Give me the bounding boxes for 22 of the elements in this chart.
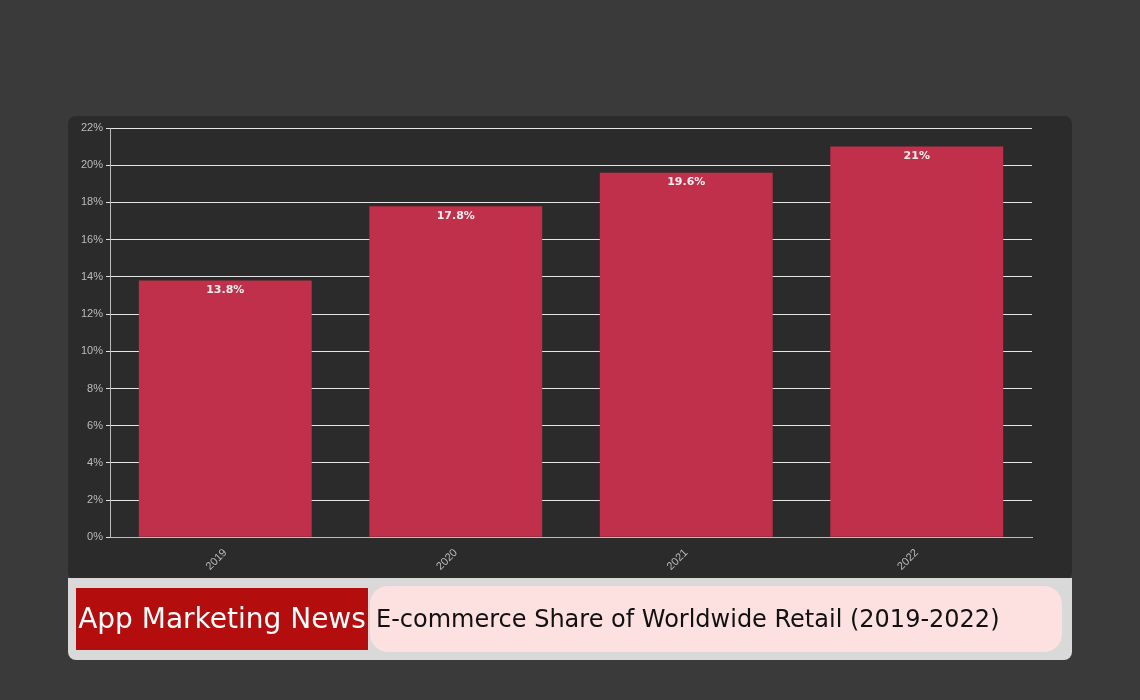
data-label: 13.8% <box>206 282 245 296</box>
y-tick-label: 12% <box>80 307 104 320</box>
y-tick-label: 10% <box>80 344 104 357</box>
data-label: 19.6% <box>667 175 706 189</box>
bar <box>138 280 312 537</box>
text: App Marketing News <box>76 588 368 650</box>
y-tick-label: 14% <box>80 269 104 282</box>
y-tick-label: 20% <box>80 158 104 171</box>
bar <box>369 206 543 537</box>
y-tick-label: 4% <box>87 455 104 468</box>
y-tick-label: 0% <box>87 530 104 543</box>
y-tick-label: 6% <box>87 418 104 431</box>
bar <box>830 146 1004 537</box>
text: E-commerce Share of Worldwide Retail (2019-2022) <box>370 586 1062 652</box>
data-label: 17.8% <box>436 208 475 222</box>
bar <box>599 172 773 537</box>
y-tick-label: 8% <box>87 381 104 394</box>
y-tick-label: 18% <box>80 195 104 208</box>
y-tick-label: 16% <box>80 232 104 245</box>
data-label: 21% <box>903 148 930 162</box>
y-tick-label: 22% <box>80 121 104 134</box>
y-tick-label: 2% <box>87 493 104 506</box>
